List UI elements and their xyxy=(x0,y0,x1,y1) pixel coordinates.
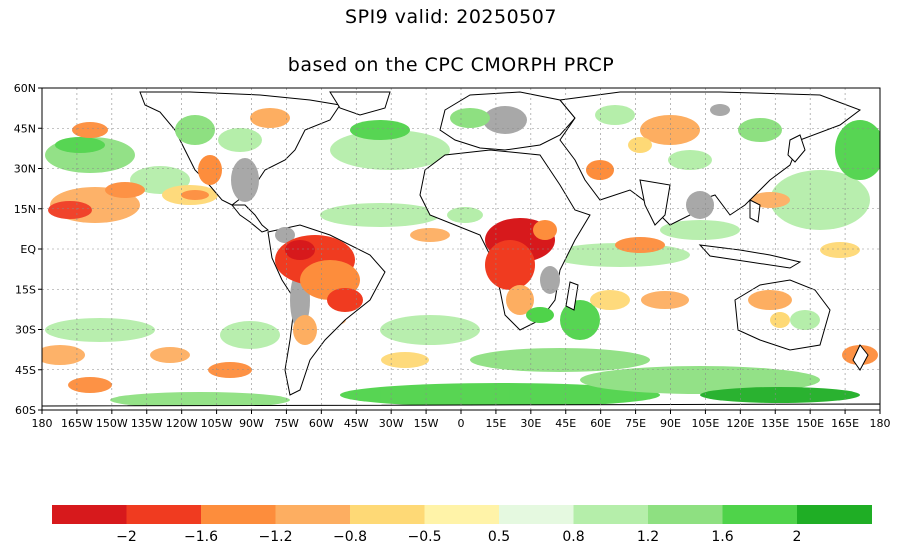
indonesia xyxy=(698,244,802,269)
lon-tick-label: 135E xyxy=(761,417,789,430)
japan xyxy=(787,134,806,163)
colorbar-label: 2 xyxy=(793,529,802,545)
lon-tick-label: 150E xyxy=(796,417,824,430)
graticule xyxy=(42,88,880,410)
colorbar-label: 0.8 xyxy=(562,529,584,545)
lon-tick-label: 45E xyxy=(555,417,576,430)
colorbar-wet-segment xyxy=(722,505,798,524)
lon-tick-label: 0 xyxy=(458,417,465,430)
lat-tick-label: 60N xyxy=(14,82,36,95)
map-title-line2: based on the CPC CMORPH PRCP xyxy=(287,54,615,76)
colorbar-labels: −2 −1.6 −1.2 −0.8 −0.5 0.5 0.8 1.2 1.6 2 xyxy=(116,529,801,545)
colorbar-wet-segments xyxy=(499,505,872,524)
greenland xyxy=(329,91,391,116)
lon-tick-label: 105W xyxy=(201,417,233,430)
lat-tick-label: 15S xyxy=(15,283,36,296)
lon-tick-label: 75E xyxy=(625,417,646,430)
lat-tick-label: 15N xyxy=(14,203,36,216)
colorbar-wet-segment xyxy=(648,505,723,524)
lon-tick-label: 90W xyxy=(239,417,264,430)
colorbar-label: −2 xyxy=(116,529,137,545)
lat-tick-label: EQ xyxy=(20,243,36,256)
lon-tick-label: 180 xyxy=(32,417,53,430)
lon-tick-label: 60E xyxy=(590,417,611,430)
colorbar-label: −0.8 xyxy=(333,529,367,545)
lon-tick-label: 60W xyxy=(309,417,334,430)
new-zealand xyxy=(852,344,869,371)
lon-tick-label: 75W xyxy=(274,417,299,430)
colorbar-dry-segment xyxy=(350,505,425,524)
lon-tick-label: 30E xyxy=(520,417,541,430)
lat-tick-label: 30N xyxy=(14,163,36,176)
colorbar-dry-segment xyxy=(126,505,202,524)
colorbar-dry-segment xyxy=(424,505,500,524)
colorbar-wet-segment xyxy=(499,505,574,524)
lon-tick-label: 165E xyxy=(831,417,859,430)
colorbar-label: −1.6 xyxy=(184,529,218,545)
philippines xyxy=(749,199,761,223)
lon-tick-label: 30W xyxy=(379,417,404,430)
colorbar-label: −0.5 xyxy=(408,529,442,545)
lon-tick-label: 135W xyxy=(131,417,163,430)
lon-tick-label: 105E xyxy=(691,417,719,430)
lat-tick-label: 45S xyxy=(15,364,36,377)
colorbar-label: 1.2 xyxy=(637,529,659,545)
colorbar-dry-segment xyxy=(201,505,276,524)
lon-tick-label: 15E xyxy=(485,417,506,430)
latitude-axis: 60N 45N 30N 15N EQ 15S 30S 45S 60S xyxy=(14,82,42,417)
colorbar-dry-segments xyxy=(52,505,500,524)
lon-tick-label: 180 xyxy=(870,417,891,430)
lon-tick-label: 90E xyxy=(660,417,681,430)
lat-tick-label: 45N xyxy=(14,122,36,135)
colorbar-label: 1.6 xyxy=(711,529,733,545)
land-anomalies xyxy=(175,104,820,345)
central-america xyxy=(230,204,270,233)
colorbar-dry-segment xyxy=(275,505,351,524)
lon-tick-label: 120W xyxy=(166,417,198,430)
lon-tick-label: 15W xyxy=(414,417,439,430)
india xyxy=(639,179,671,226)
colorbar-label: −1.2 xyxy=(259,529,293,545)
lat-tick-label: 30S xyxy=(15,324,36,337)
lon-tick-label: 150W xyxy=(96,417,128,430)
map-title-line1: SPI9 valid: 20250507 xyxy=(345,6,557,28)
colorbar-dry-segment xyxy=(52,505,127,524)
lat-tick-label: 60S xyxy=(15,404,36,417)
lon-tick-label: 45W xyxy=(344,417,369,430)
lon-tick-label: 165W xyxy=(61,417,93,430)
colorbar-wet-segment xyxy=(797,505,872,524)
longitude-axis: 180 165W 150W 135W 120W 105W 90W 75W 60W 45W 30W 15… xyxy=(32,410,891,430)
colorbar-wet-segment xyxy=(573,505,649,524)
colorbar-label: 0.5 xyxy=(488,529,510,545)
lon-tick-label: 120E xyxy=(726,417,754,430)
